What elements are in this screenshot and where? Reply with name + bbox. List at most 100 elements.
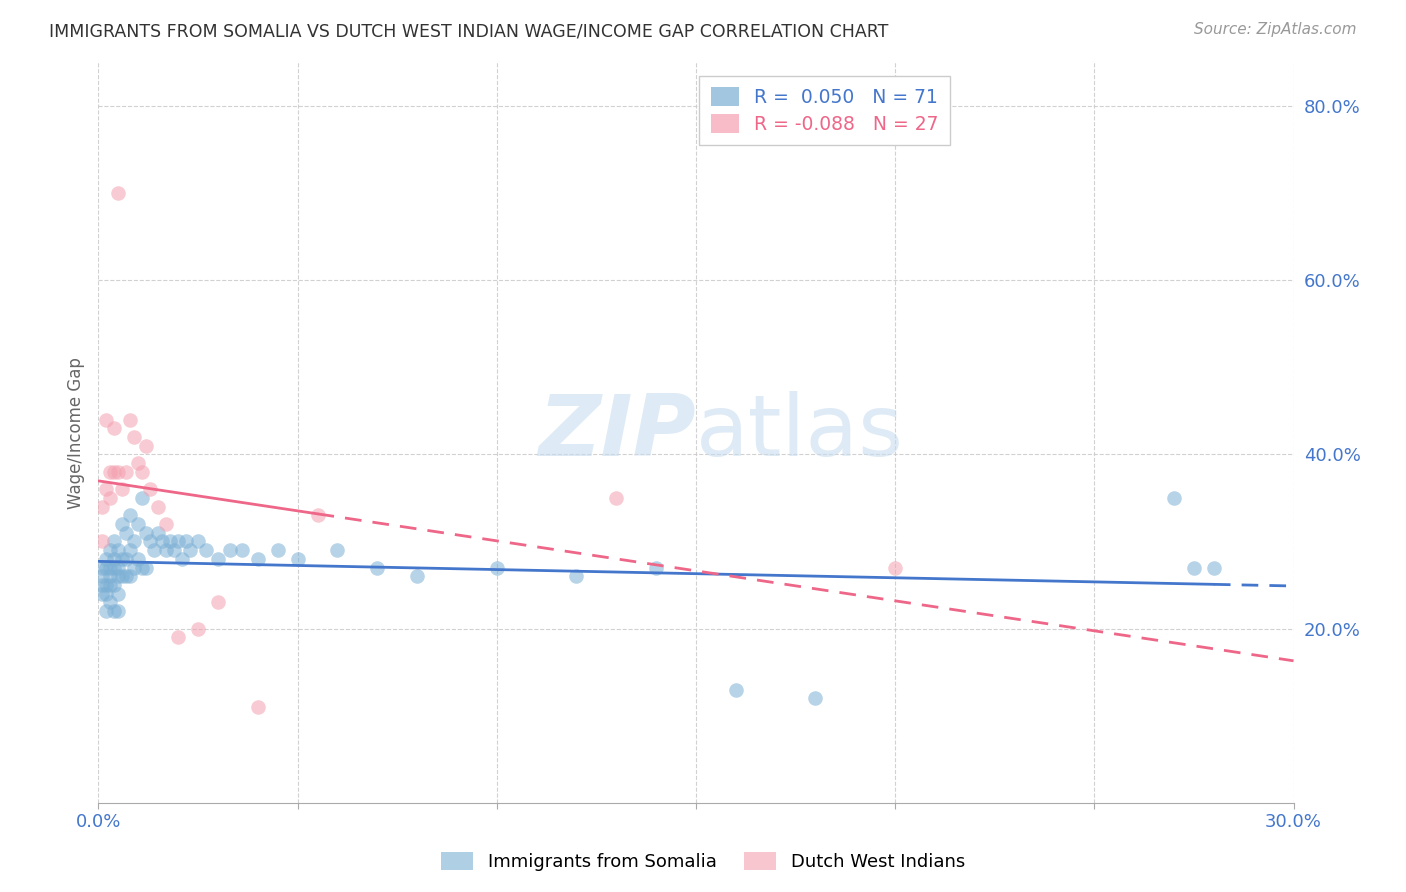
Point	[267, 543, 290, 558]
Point	[1182, 560, 1205, 574]
Point	[231, 543, 253, 558]
Point	[115, 525, 138, 540]
Point	[120, 543, 142, 558]
Point	[120, 569, 142, 583]
Point	[179, 543, 201, 558]
Point	[187, 622, 209, 636]
Point	[605, 491, 627, 505]
Point	[96, 578, 118, 592]
Point	[150, 534, 173, 549]
Point	[120, 412, 142, 426]
Point	[148, 525, 170, 540]
Point	[174, 534, 197, 549]
Point	[98, 465, 122, 479]
Point	[159, 534, 181, 549]
Point	[207, 552, 229, 566]
Point	[107, 604, 129, 618]
Point	[98, 595, 122, 609]
Point	[148, 500, 170, 514]
Point	[98, 560, 122, 574]
Point	[96, 560, 118, 574]
Point	[804, 691, 827, 706]
Point	[115, 465, 138, 479]
Point	[135, 525, 157, 540]
Point	[124, 560, 146, 574]
Point	[103, 552, 125, 566]
Point	[172, 552, 194, 566]
Point	[103, 465, 125, 479]
Point	[219, 543, 242, 558]
Point	[103, 560, 125, 574]
Point	[167, 630, 190, 644]
Point	[107, 560, 129, 574]
Point	[91, 560, 114, 574]
Point	[103, 604, 125, 618]
Point	[135, 560, 157, 574]
Point	[246, 552, 269, 566]
Point	[107, 569, 129, 583]
Point	[246, 700, 269, 714]
Point	[307, 508, 329, 523]
Point	[163, 543, 186, 558]
Point	[107, 543, 129, 558]
Point	[143, 543, 166, 558]
Point	[167, 534, 190, 549]
Point	[111, 517, 134, 532]
Text: Source: ZipAtlas.com: Source: ZipAtlas.com	[1194, 22, 1357, 37]
Point	[103, 534, 125, 549]
Point	[135, 439, 157, 453]
Point	[115, 552, 138, 566]
Point	[187, 534, 209, 549]
Point	[131, 491, 153, 505]
Point	[111, 482, 134, 496]
Point	[111, 552, 134, 566]
Point	[98, 578, 122, 592]
Text: ZIP: ZIP	[538, 391, 696, 475]
Point	[96, 412, 118, 426]
Point	[155, 543, 177, 558]
Point	[139, 482, 162, 496]
Point	[406, 569, 429, 583]
Point	[124, 430, 146, 444]
Point	[127, 517, 149, 532]
Point	[98, 543, 122, 558]
Point	[127, 552, 149, 566]
Legend: R =  0.050   N = 71, R = -0.088   N = 27: R = 0.050 N = 71, R = -0.088 N = 27	[699, 76, 949, 145]
Point	[120, 508, 142, 523]
Point	[107, 186, 129, 200]
Point	[96, 482, 118, 496]
Point	[1163, 491, 1185, 505]
Point	[131, 560, 153, 574]
Point	[103, 421, 125, 435]
Point	[91, 587, 114, 601]
Point	[127, 456, 149, 470]
Point	[207, 595, 229, 609]
Point	[366, 560, 388, 574]
Point	[96, 552, 118, 566]
Text: IMMIGRANTS FROM SOMALIA VS DUTCH WEST INDIAN WAGE/INCOME GAP CORRELATION CHART: IMMIGRANTS FROM SOMALIA VS DUTCH WEST IN…	[49, 22, 889, 40]
Text: atlas: atlas	[696, 391, 904, 475]
Point	[565, 569, 588, 583]
Point	[91, 569, 114, 583]
Point	[91, 534, 114, 549]
Point	[96, 587, 118, 601]
Legend: Immigrants from Somalia, Dutch West Indians: Immigrants from Somalia, Dutch West Indi…	[433, 845, 973, 879]
Point	[103, 578, 125, 592]
Point	[107, 465, 129, 479]
Point	[195, 543, 218, 558]
Point	[884, 560, 907, 574]
Point	[96, 604, 118, 618]
Point	[91, 500, 114, 514]
Point	[111, 569, 134, 583]
Point	[91, 578, 114, 592]
Point	[287, 552, 309, 566]
Point	[1202, 560, 1225, 574]
Point	[326, 543, 349, 558]
Point	[139, 534, 162, 549]
Point	[645, 560, 668, 574]
Point	[131, 465, 153, 479]
Point	[485, 560, 508, 574]
Point	[98, 569, 122, 583]
Point	[724, 682, 747, 697]
Point	[107, 587, 129, 601]
